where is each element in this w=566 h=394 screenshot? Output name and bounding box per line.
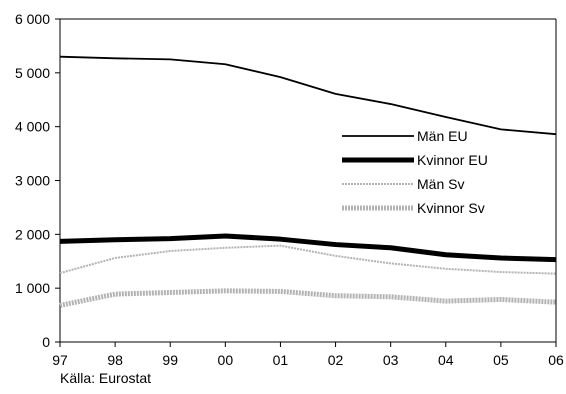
x-tick-label: 97	[52, 352, 68, 368]
series-line-2	[59, 244, 557, 275]
legend-label: Män EU	[417, 128, 468, 144]
series-line-1	[59, 233, 557, 263]
x-tick-label: 04	[438, 352, 454, 368]
y-tick-label: 6 000	[15, 11, 50, 27]
x-tick-label: 02	[328, 352, 344, 368]
y-tick-label: 2 000	[15, 226, 50, 242]
y-tick-label: 1 000	[15, 280, 50, 296]
x-tick-label: 05	[493, 352, 509, 368]
legend-label: Kvinnor EU	[417, 152, 488, 168]
series-line-3	[59, 288, 557, 308]
x-tick-label: 03	[383, 352, 399, 368]
y-tick-label: 0	[42, 334, 50, 350]
legend-label: Kvinnor Sv	[417, 200, 485, 216]
legend-label: Män Sv	[417, 176, 464, 192]
series-lines	[59, 55, 557, 308]
y-tick-label: 3 000	[15, 173, 50, 189]
source-note: Källa: Eurostat	[60, 370, 152, 386]
y-tick-label: 4 000	[15, 119, 50, 135]
series-line-0	[59, 55, 557, 136]
x-tick-label: 98	[107, 352, 123, 368]
x-tick-label: 99	[162, 352, 178, 368]
y-axis-ticks: 0 1 000 2 000 3 000 4 000 5 000 6 000	[15, 11, 60, 350]
x-axis-ticks: 97 98 99 00 01 02 03 04 05 06	[52, 342, 564, 368]
x-tick-label: 01	[273, 352, 289, 368]
x-tick-label: 00	[218, 352, 234, 368]
y-tick-label: 5 000	[15, 65, 50, 81]
x-tick-label: 06	[548, 352, 564, 368]
legend: Män EU Kvinnor EU Män Sv Kvinnor Sv	[342, 128, 488, 216]
